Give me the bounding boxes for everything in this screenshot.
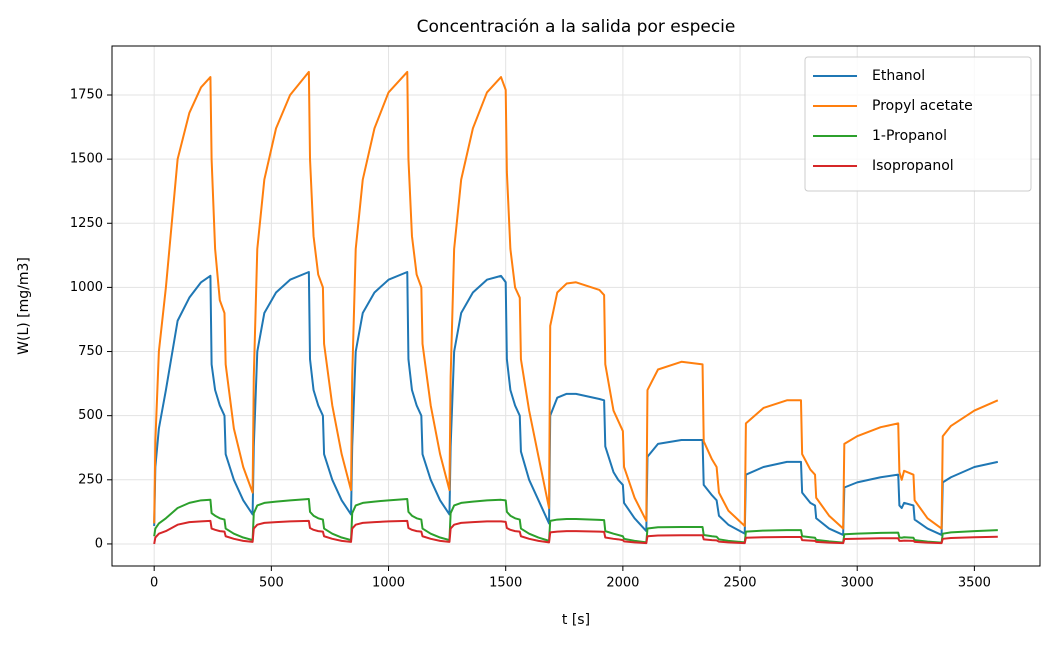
y-tick-label: 1000 [70,280,103,295]
legend-label: Isopropanol [872,158,954,174]
y-tick-label: 500 [78,408,103,423]
y-tick-label: 1500 [70,152,103,167]
plot-frame [111,45,1041,567]
x-tick-label: 2000 [606,576,639,591]
legend: Ethanol Propyl acetate 1-Propanol Isopropan… [804,56,1032,192]
x-axis-label: t [s] [562,612,590,628]
legend-label: 1-Propanol [872,128,947,144]
y-tick-label: 250 [78,472,103,487]
x-tick-label: 2500 [723,576,756,591]
plot-lines [153,70,999,545]
x-tick-label: 3000 [841,576,874,591]
data-line [153,519,998,545]
x-tick-label: 1500 [489,576,522,591]
x-tick-label: 0 [150,576,158,591]
data-line [153,498,998,544]
legend-label: Ethanol [872,68,925,84]
data-line [153,271,999,536]
chart-title: Concentración a la salida por especie [417,17,736,37]
x-tick-label: 500 [259,576,284,591]
x-tick-label: 3500 [958,576,991,591]
grid [112,46,1040,566]
y-axis-label: W(L) [mg/m3] [16,257,32,355]
y-tick-label: 750 [78,344,103,359]
data-line [153,70,999,530]
x-tick-label: 1000 [372,576,405,591]
legend-label: Propyl acetate [872,98,973,114]
axes: 0 500 1000 1500 2000 2500 3000 3500 0 250 500 750 10… [70,45,1041,591]
y-tick-label: 1250 [70,216,103,231]
legend-box [804,56,1032,192]
y-tick-label: 1750 [70,87,103,102]
y-tick-label: 0 [95,536,103,551]
